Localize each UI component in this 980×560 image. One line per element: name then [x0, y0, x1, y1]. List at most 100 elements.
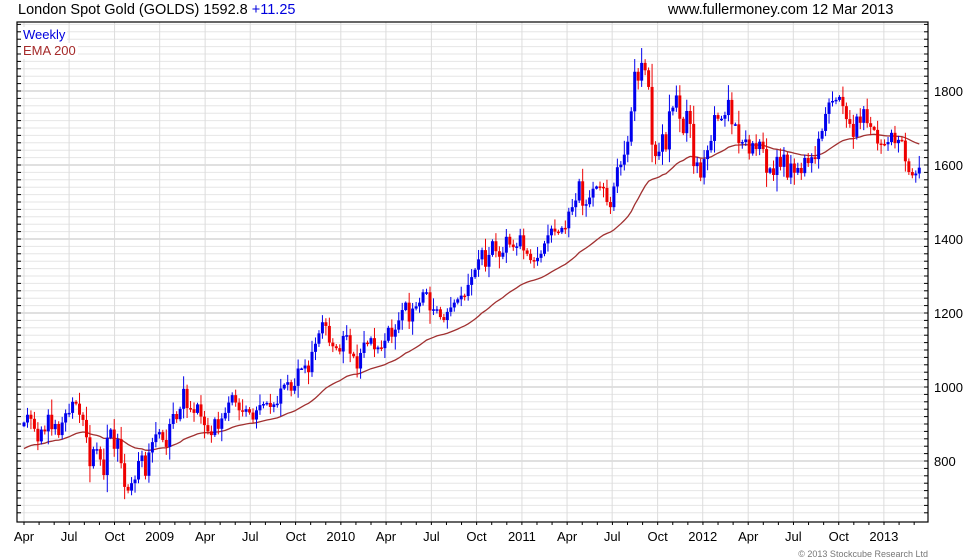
candle-body: [216, 419, 220, 429]
y-tick-label: 1000: [934, 380, 963, 395]
candle-body: [723, 115, 727, 119]
candle-body: [567, 211, 571, 229]
candle: [556, 229, 560, 235]
candle: [352, 351, 356, 359]
x-tick-label: Apr: [195, 529, 216, 544]
candle-body: [716, 115, 720, 119]
candle-body: [168, 424, 172, 447]
candle-body: [803, 157, 807, 174]
candle-body: [71, 401, 75, 413]
candle: [723, 111, 727, 127]
candle-body: [57, 424, 61, 436]
candle: [282, 383, 286, 390]
candle: [32, 411, 36, 432]
candle-body: [345, 335, 349, 337]
candle: [903, 132, 907, 172]
candle-body: [241, 410, 245, 412]
candle: [855, 113, 859, 140]
candle-body: [438, 309, 442, 318]
candle: [199, 395, 203, 424]
candle-body: [404, 302, 408, 311]
candle: [313, 337, 317, 361]
candle: [664, 131, 668, 152]
candle-body: [539, 253, 543, 258]
candle-body: [400, 310, 404, 321]
candle: [761, 132, 765, 153]
candle-body: [237, 402, 241, 411]
candle-body: [300, 368, 304, 370]
candle: [824, 107, 828, 137]
candle-body: [175, 414, 179, 420]
candle-body: [855, 116, 859, 137]
candle-body: [341, 335, 345, 352]
candle-body: [449, 307, 453, 312]
candle: [105, 424, 109, 493]
candle-body: [824, 113, 828, 131]
candle-body: [529, 253, 533, 261]
candle-body: [220, 418, 224, 429]
candle: [425, 288, 429, 296]
candle-body: [515, 246, 519, 248]
candle: [501, 246, 505, 260]
candle: [98, 446, 102, 466]
candle-body: [598, 186, 602, 188]
candle: [539, 250, 543, 263]
candle-body: [466, 284, 470, 296]
candle-body: [619, 164, 623, 168]
candle: [775, 149, 779, 192]
candle: [841, 86, 845, 115]
candle-body: [431, 309, 435, 311]
candle-body: [910, 172, 914, 176]
candle-body: [782, 154, 786, 167]
candle-body: [130, 483, 134, 491]
candle-body: [379, 347, 383, 349]
candle-body: [890, 132, 893, 143]
candle: [248, 407, 252, 415]
candle-body: [584, 204, 588, 206]
candle: [400, 302, 404, 330]
candle: [647, 67, 651, 90]
y-tick-label: 800: [934, 454, 956, 469]
candle: [629, 107, 633, 146]
candle-body: [265, 402, 269, 405]
candle: [796, 162, 800, 175]
candle: [601, 182, 605, 198]
candle-body: [674, 95, 678, 108]
candle-body: [501, 252, 505, 257]
candle-body: [157, 432, 161, 435]
candle-body: [654, 144, 658, 157]
candle: [536, 246, 540, 266]
site-link[interactable]: www.fullermoney.com: [668, 2, 808, 18]
candle: [848, 110, 852, 128]
candle-body: [813, 157, 817, 160]
candle-body: [907, 161, 911, 173]
candle: [560, 226, 564, 235]
candle: [25, 407, 29, 428]
candle: [445, 308, 449, 329]
candle-body: [709, 140, 713, 151]
candle: [688, 105, 692, 138]
candle-body: [522, 235, 526, 251]
candle-body: [543, 243, 546, 254]
candle-body: [411, 308, 415, 322]
candle-body: [761, 141, 765, 150]
candle-body: [612, 186, 616, 208]
axes: Apr Jul Oct 2009 Apr Jul Oct 2010 Apr Jul Oct 2011 A…: [14, 21, 963, 544]
candle: [119, 426, 123, 469]
x-tick-label: Oct: [104, 529, 125, 544]
candle: [633, 59, 637, 122]
candle-body: [393, 329, 397, 337]
candle-body: [751, 143, 755, 154]
candle-body: [831, 100, 835, 103]
candle-body: [647, 70, 651, 87]
chart-title: London Spot Gold (GOLDS) 1592.8 +11.25: [18, 0, 295, 20]
candle: [890, 129, 893, 146]
candle: [636, 68, 640, 90]
candle: [497, 246, 501, 269]
candle: [182, 376, 186, 419]
candle-body: [508, 236, 512, 245]
candle-body: [425, 292, 429, 294]
candle: [518, 228, 522, 250]
candle-body: [851, 123, 855, 137]
candle-body: [32, 418, 36, 429]
